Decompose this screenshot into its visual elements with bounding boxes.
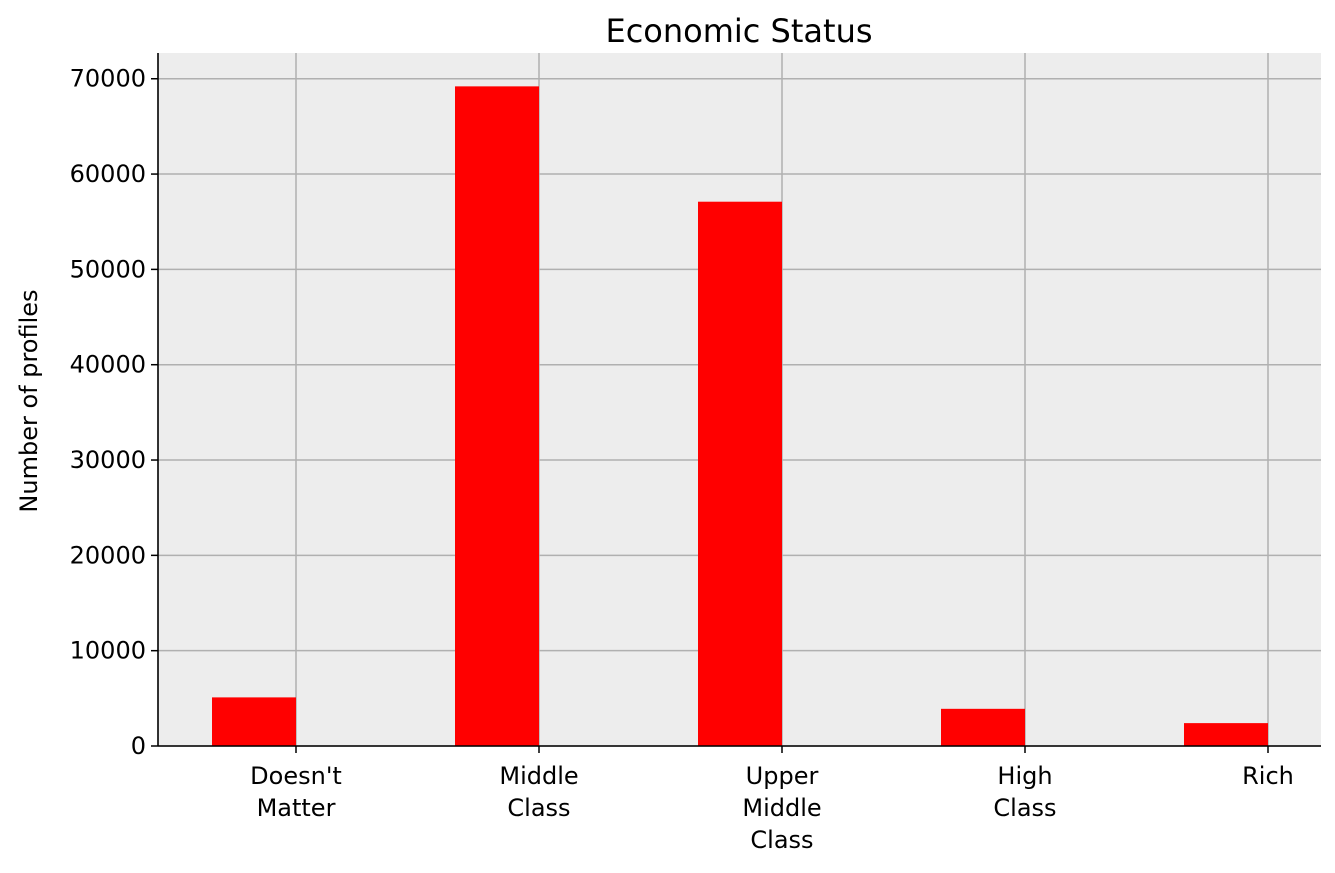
chart-title: Economic Status (605, 12, 872, 50)
y-tick-label: 20000 (70, 541, 146, 569)
bar-4 (1184, 723, 1268, 746)
y-tick-label: 30000 (70, 446, 146, 474)
y-tick-label: 60000 (70, 160, 146, 188)
x-tick-label: Middle Class (499, 762, 578, 822)
y-tick-label: 10000 (70, 637, 146, 665)
x-tick-label: Upper Middle Class (742, 762, 821, 854)
x-tick-label: Doesn't Matter (250, 762, 342, 822)
plot-area: 0 10000 20000 30000 40000 50000 60000 70000 Does… (70, 53, 1321, 854)
y-tick-label: 70000 (70, 65, 146, 93)
y-tick-label: 40000 (70, 351, 146, 379)
bar-0 (212, 697, 296, 746)
x-tick-label: Rich (1242, 762, 1294, 790)
bar-2 (698, 201, 782, 746)
bar-3 (941, 708, 1025, 746)
y-axis-label: Number of profiles (15, 289, 43, 512)
bar-1 (455, 86, 539, 746)
y-tick-label: 0 (131, 732, 146, 760)
x-tick-label: High Class (993, 762, 1056, 822)
y-tick-label: 50000 (70, 255, 146, 283)
